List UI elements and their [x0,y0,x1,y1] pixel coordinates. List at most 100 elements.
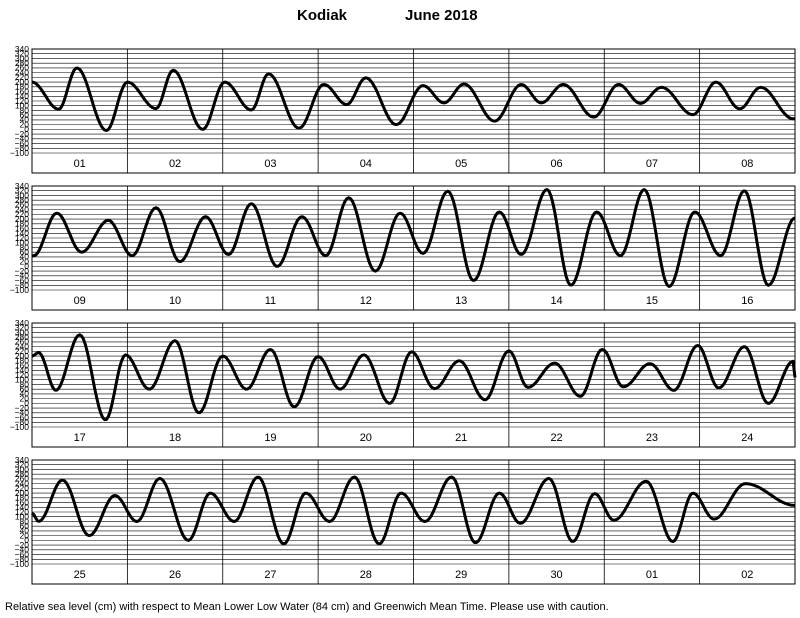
day-label: 29 [455,569,467,581]
y-tick-label: 160 [15,223,29,233]
y-tick-label: 300 [15,190,29,200]
y-tick-label: −40 [15,408,30,418]
y-tick-label: 20 [20,256,30,266]
y-tick-label: 200 [15,488,29,498]
day-label: 15 [646,295,658,307]
y-tick-label: 40 [20,252,30,262]
y-tick-label: 120 [15,370,29,380]
y-tick-label: −80 [15,417,30,427]
day-label: 27 [264,569,276,581]
tide-curve [31,66,795,132]
day-label: 14 [550,295,562,307]
y-tick-label: 260 [15,337,29,347]
tide-panel-4: 3403203002802602402202001801601401201008… [10,455,796,585]
day-label: 06 [550,158,562,170]
y-tick-label: 20 [20,530,30,540]
y-tick-label: 160 [15,497,29,507]
y-tick-label: 240 [15,478,29,488]
y-tick-label: 140 [15,228,29,238]
y-tick-label: 40 [20,526,30,536]
y-tick-label: −40 [15,545,30,555]
day-label: 05 [455,158,467,170]
y-tick-label: 140 [15,91,29,101]
day-label: 13 [455,295,467,307]
y-tick-label: 280 [15,58,29,68]
y-tick-label: 280 [15,332,29,342]
y-tick-label: −100 [10,422,29,432]
y-tick-label: 80 [20,516,30,526]
day-label: 03 [264,158,276,170]
y-tick-label: −80 [15,554,30,564]
y-tick-label: −40 [15,271,30,281]
y-tick-label: −100 [10,285,29,295]
y-tick-label: 120 [15,507,29,517]
y-tick-label: 320 [15,323,29,333]
y-tick-label: −100 [10,559,29,569]
y-tick-label: 340 [15,455,29,465]
tide-panel-3: 3403203002802602402202001801601401201008… [10,318,797,448]
y-tick-label: 120 [15,233,29,243]
y-tick-label: 160 [15,360,29,370]
y-tick-label: 100 [15,512,29,522]
y-tick-label: 80 [20,379,30,389]
day-label: 11 [265,295,276,307]
y-tick-label: 320 [15,49,29,59]
y-tick-label: 180 [15,219,29,229]
day-label: 25 [74,569,86,581]
day-label: 16 [741,295,753,307]
y-tick-label: 20 [20,119,30,129]
day-label: 30 [550,569,562,581]
y-tick-label: 140 [15,365,29,375]
y-tick-label: 200 [15,351,29,361]
y-tick-label: 100 [15,238,29,248]
y-tick-label: −60 [15,412,30,422]
y-tick-label: −20 [15,266,30,276]
y-tick-label: 240 [15,204,29,214]
y-tick-label: 40 [20,115,30,125]
day-label: 22 [550,432,562,444]
y-tick-label: 0 [24,398,29,408]
y-tick-label: 220 [15,209,29,219]
y-tick-label: 80 [20,105,30,115]
day-label: 01 [74,158,86,170]
y-tick-label: 80 [20,242,30,252]
day-label: 10 [169,295,181,307]
y-tick-label: −20 [15,540,30,550]
day-label: 02 [741,569,753,581]
day-label: 23 [646,432,658,444]
y-tick-label: 60 [20,247,30,257]
y-tick-label: 220 [15,483,29,493]
y-tick-label: −60 [15,138,30,148]
y-tick-label: 260 [15,474,29,484]
y-tick-label: −60 [15,549,30,559]
title-month-year: June 2018 [405,7,478,24]
y-tick-label: 260 [15,200,29,210]
y-tick-label: 180 [15,356,29,366]
y-tick-label: 60 [20,384,30,394]
day-label: 04 [360,158,372,170]
day-label: 21 [455,432,467,444]
y-tick-label: −20 [15,129,30,139]
y-tick-label: 0 [24,535,29,545]
y-tick-label: 120 [15,96,29,106]
y-tick-label: −80 [15,143,30,153]
y-tick-label: 160 [15,86,29,96]
y-tick-label: 220 [15,72,29,82]
day-label: 20 [360,432,372,444]
day-label: 17 [74,432,86,444]
y-tick-label: 340 [15,44,29,54]
y-tick-label: 300 [15,53,29,63]
y-tick-label: 40 [20,389,30,399]
y-tick-label: 60 [20,110,30,120]
y-tick-label: 240 [15,67,29,77]
day-label: 28 [360,569,372,581]
y-tick-label: 100 [15,101,29,111]
y-tick-label: 0 [24,124,29,134]
tide-panel-1: 3403203002802602402202001801601401201008… [10,44,796,174]
y-tick-label: −80 [15,280,30,290]
day-label: 26 [169,569,181,581]
y-tick-label: 280 [15,469,29,479]
day-label: 08 [741,158,753,170]
y-tick-label: 300 [15,464,29,474]
